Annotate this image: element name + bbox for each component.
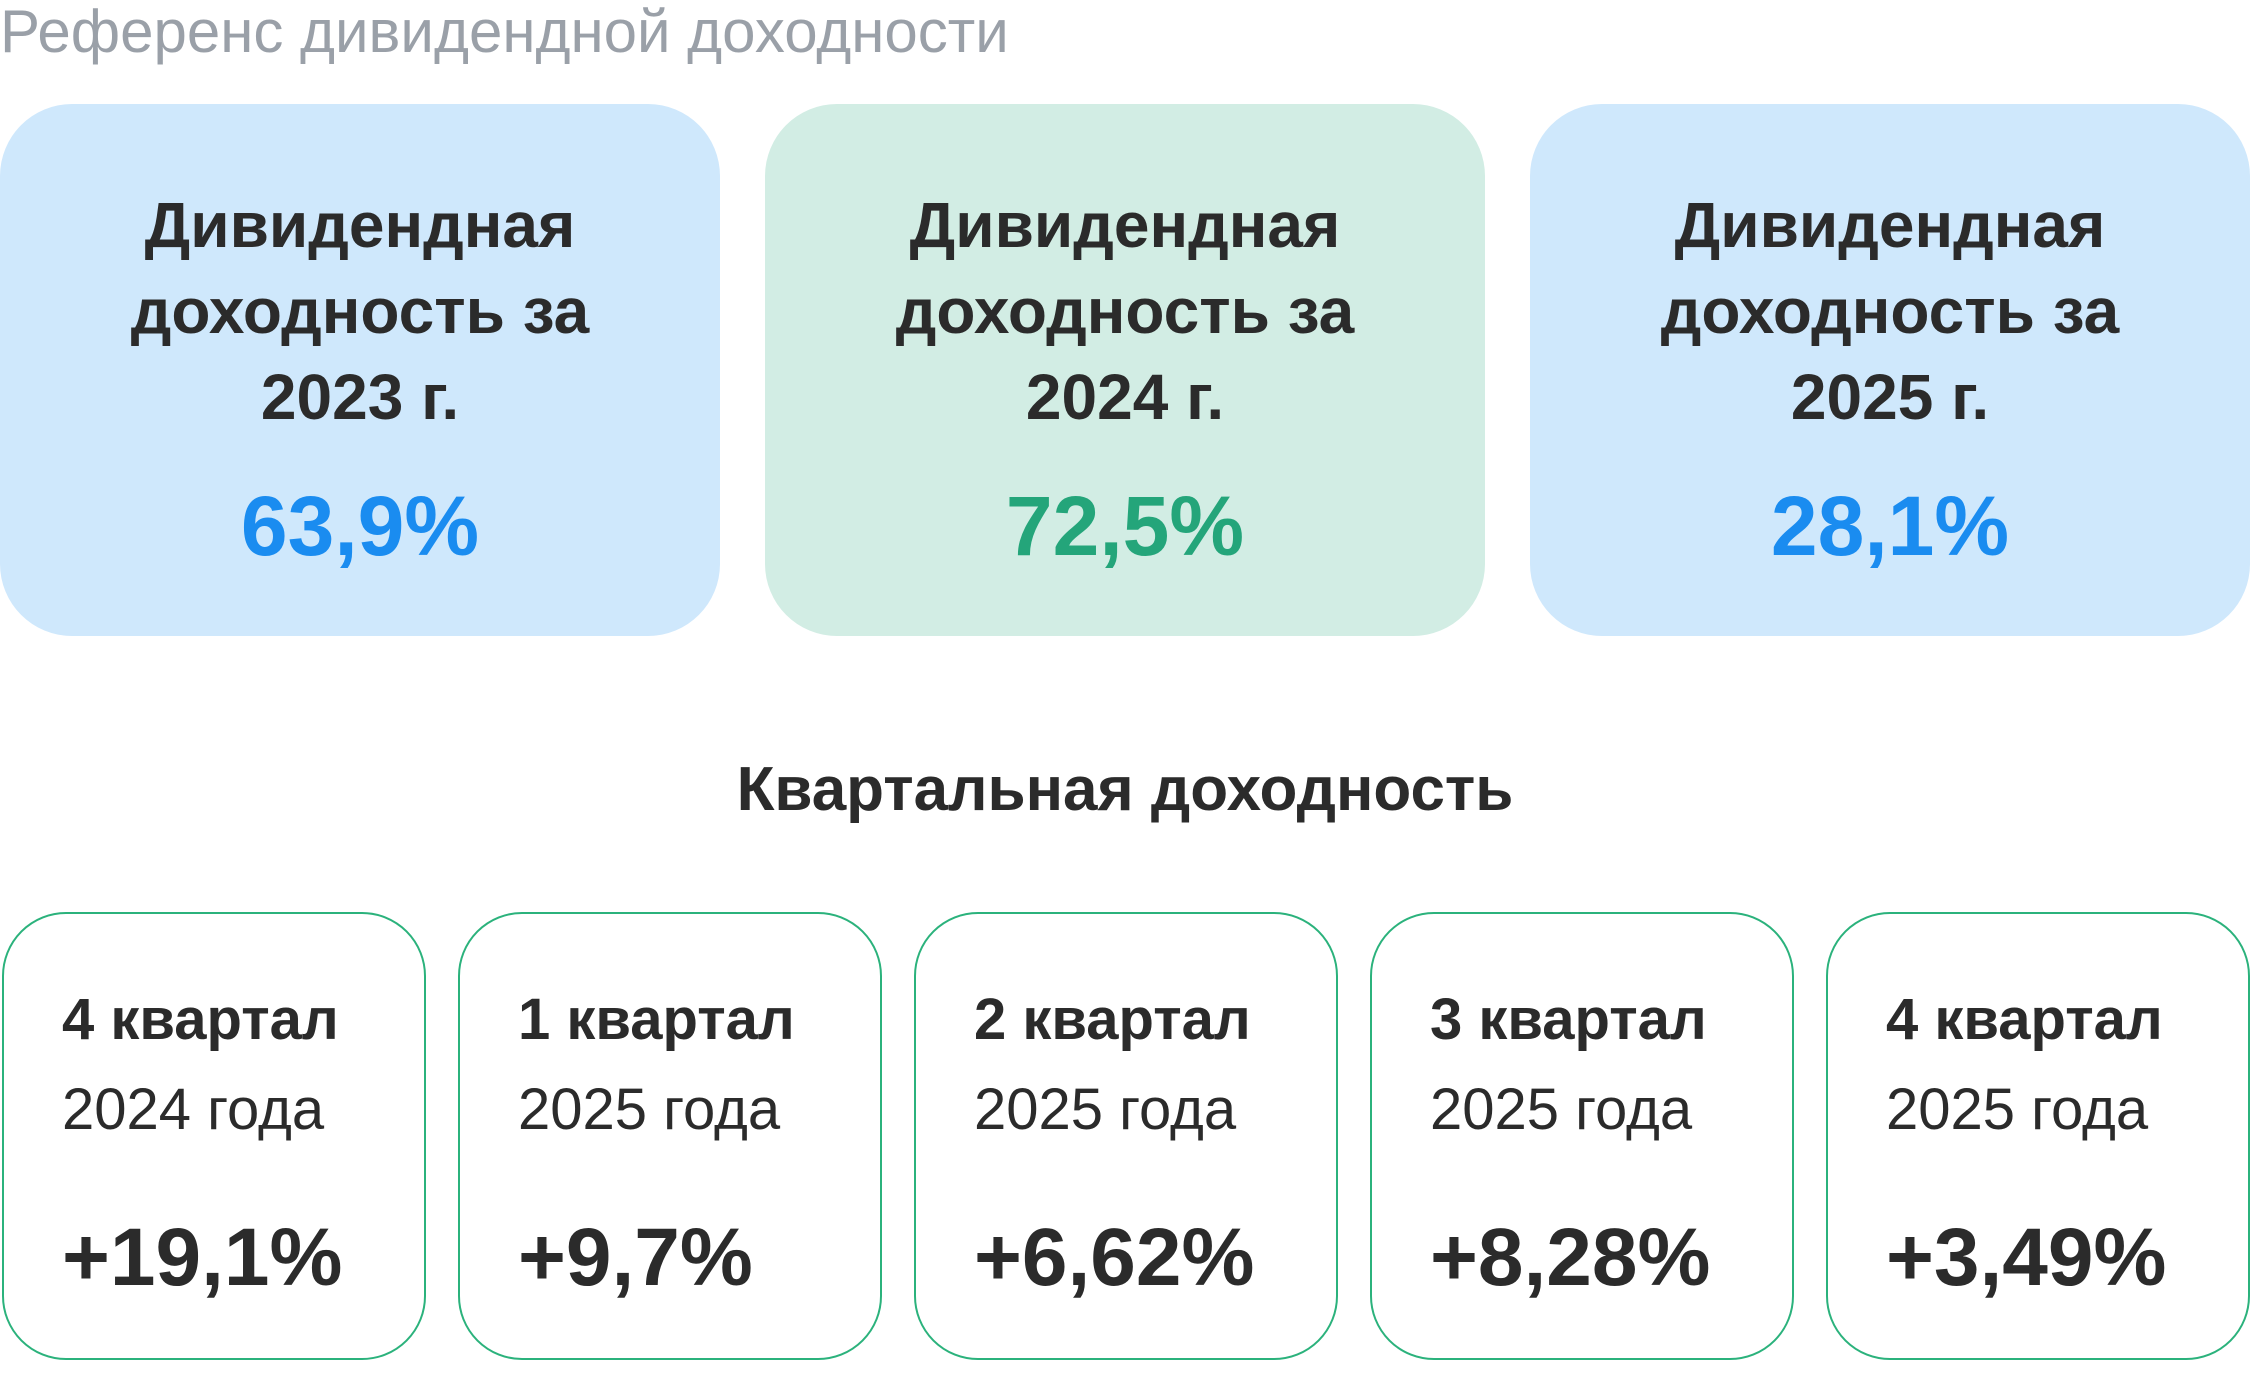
annual-yield-value: 72,5%	[1005, 479, 1245, 573]
quarterly-section-title: Квартальная доходность	[736, 755, 1514, 824]
quarter-yield-value: +8,28%	[1430, 1212, 1711, 1303]
quarter-card: 4 квартал 2025 года +3,49%	[1826, 912, 2250, 1360]
quarter-label: 1 квартал	[518, 987, 795, 1052]
quarter-label: 2 квартал	[974, 987, 1251, 1052]
quarter-yield-value: +6,62%	[974, 1212, 1255, 1303]
quarter-yield-value: +19,1%	[62, 1212, 343, 1303]
quarter-card: 3 квартал 2025 года +8,28%	[1370, 912, 1794, 1360]
annual-yield-card-2024: Дивидендная доходность за 2024 г. 72,5%	[765, 104, 1485, 636]
annual-yield-value: 63,9%	[240, 479, 480, 573]
quarter-year: 2025 года	[1430, 1077, 1693, 1142]
annual-yield-value: 28,1%	[1770, 479, 2010, 573]
annual-yield-label: Дивидендная доходность за 2023 г.	[130, 189, 590, 433]
quarter-year: 2025 года	[518, 1077, 781, 1142]
page-title: Референс дивидендной доходности	[0, 0, 1009, 65]
quarter-yield-value: +3,49%	[1886, 1212, 2167, 1303]
quarter-year: 2024 года	[62, 1077, 325, 1142]
quarter-card: 4 квартал 2024 года +19,1%	[2, 912, 426, 1360]
quarterly-yield-cards: 4 квартал 2024 года +19,1% 1 квартал 202…	[0, 912, 2250, 1360]
annual-yield-cards: Дивидендная доходность за 2023 г. 63,9% …	[0, 104, 2250, 636]
quarter-yield-value: +9,7%	[518, 1212, 753, 1303]
quarter-year: 2025 года	[974, 1077, 1237, 1142]
quarter-label: 3 квартал	[1430, 987, 1707, 1052]
quarter-label: 4 квартал	[1886, 987, 2163, 1052]
annual-yield-card-2025: Дивидендная доходность за 2025 г. 28,1%	[1530, 104, 2250, 636]
quarter-year: 2025 года	[1886, 1077, 2149, 1142]
annual-yield-label: Дивидендная доходность за 2025 г.	[1660, 189, 2120, 433]
quarter-card: 1 квартал 2025 года +9,7%	[458, 912, 882, 1360]
quarter-label: 4 квартал	[62, 987, 339, 1052]
annual-yield-label: Дивидендная доходность за 2024 г.	[895, 189, 1355, 433]
annual-yield-card-2023: Дивидендная доходность за 2023 г. 63,9%	[0, 104, 720, 636]
quarter-card: 2 квартал 2025 года +6,62%	[914, 912, 1338, 1360]
